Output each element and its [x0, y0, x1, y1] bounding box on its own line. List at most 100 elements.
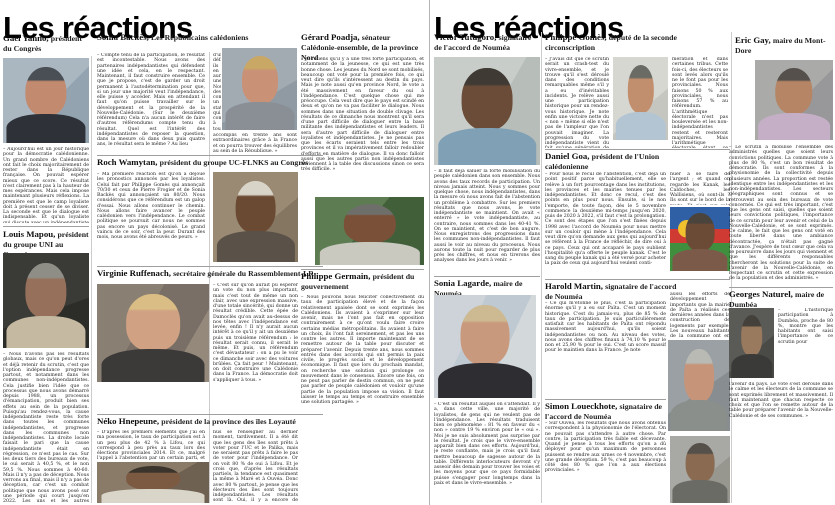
person-name: Harold Martin,: [545, 281, 603, 291]
section-rule: [97, 414, 323, 415]
person-name: Daniel Goa,: [545, 151, 590, 161]
person-role: maire de Dumbéa: [729, 290, 825, 309]
quote-virginie-ruffenach: – C'est sûr qu'on aurait pu espérer un v…: [213, 283, 298, 383]
section-rule: [434, 276, 540, 277]
column-rule: [731, 32, 732, 503]
section-rule: [97, 266, 323, 267]
section-heading-neko-hnepeune: Néko Hnepeune, président de la province …: [97, 416, 323, 427]
person-role: signataire de l'accord de Nouméa: [434, 33, 532, 52]
quote-sonia-backes-below: accomplis en trente ans sont extraordina…: [213, 133, 297, 152]
person-name: Georges Naturel,: [729, 289, 793, 299]
quote-sonia-backes-col1: – Compte tenu de la participation, le ré…: [97, 53, 205, 148]
quote-neko-hnepeune-col1: – D'après les premiers éléments que j'ai…: [97, 430, 205, 460]
person-name: Victor Tutugoro,: [434, 32, 497, 42]
person-role: président du Congrès: [3, 34, 82, 53]
person-name: Gérard Poadja,: [301, 32, 360, 42]
person-role: maire du Mont-Dore: [735, 36, 826, 55]
quote-daniel-goa-col1: – Pour nous le recul de l'abstention, c'…: [545, 172, 666, 267]
photo-sonia-backes: [222, 48, 297, 130]
column-rule: [541, 32, 542, 503]
section-heading-georges-naturel: Georges Naturel, maire de Dumbéa: [729, 289, 833, 310]
photo-harold-martin: [668, 340, 730, 431]
section-rule: [545, 279, 730, 280]
photo-gael-yanno: [3, 58, 89, 143]
person-role: signataire de l'accord de Nouméa: [545, 402, 663, 421]
person-role: maire de Nouméa: [434, 279, 523, 298]
person-name: Néko Hnepeune,: [97, 416, 160, 426]
section-heading-daniel-goa: Daniel Goa, président de l'Union calédon…: [545, 151, 685, 172]
person-role: Les Républicains calédoniens: [150, 33, 249, 42]
column-rule: [209, 52, 210, 503]
page-title-right: Les réactions: [434, 10, 624, 45]
photo-daniel-goa-flnks-flag: [670, 207, 730, 271]
section-heading-philippe-gomes: Philippe Gomès, député de la seconde cir…: [545, 32, 690, 53]
section-rule: [545, 399, 666, 400]
person-name: Eric Gay,: [735, 35, 771, 45]
section-heading-harold-martin: Harold Martin, signataire de l'accord de…: [545, 281, 685, 302]
photo-philippe-gomes: [613, 57, 668, 140]
quote-sonia-lagarde: – C'est un résultat auquel on s'attendai…: [434, 402, 540, 486]
section-heading-philippe-germain: Philippe Germain, président du gouvernem…: [301, 271, 424, 292]
quote-roch-wamytan: – Ma première réaction est qu'on a déjou…: [97, 172, 205, 240]
quote-eric-gay: – Le scrutin a mobilisé l'ensemble des a…: [729, 145, 833, 282]
column-rule: [91, 56, 92, 503]
quote-sonia-backes-sliver: d'une défaite, ils en auront une. Nous d…: [213, 53, 221, 130]
quote-gerard-poadja: – Je retiens qu'il y a une très forte pa…: [301, 57, 424, 173]
section-heading-virginie-ruffenach: Virginie Ruffenach, secrétaire générale …: [97, 268, 323, 279]
section-heading-roch-wamytan: Roch Wamytan, président du groupe UC-FLN…: [97, 157, 323, 168]
section-heading-simon-loueckhote: Simon Loueckhote, signataire de l'accord…: [545, 401, 666, 422]
photo-eric-gay: [755, 60, 833, 140]
photo-simon-loueckhote: [670, 436, 730, 503]
person-name: Simon Loueckhote,: [545, 401, 618, 411]
section-heading-sonia-lagarde: Sonia Lagarde, maire de Nouméa: [434, 278, 540, 299]
quote-daniel-goa-col2: nuer à se faire de l'argent ; et quand o…: [670, 172, 730, 205]
person-role: président de l'Union calédonienne: [545, 152, 660, 171]
section-rule: [545, 149, 730, 150]
section-rule: [97, 155, 323, 156]
quote-georges-naturel-col2: l'avenir du pays. Le vote s'est déroulé …: [729, 382, 833, 419]
photo-sonia-lagarde: [434, 295, 536, 398]
person-name: Gaël Yanno,: [3, 33, 49, 43]
person-name: Sonia Backès,: [97, 32, 149, 42]
photo-roch-wamytan: [213, 172, 298, 262]
person-name: Philippe Gomès,: [545, 32, 607, 42]
quote-harold-martin-col2: aussi les efforts de développement impor…: [670, 292, 730, 338]
quote-louis-mapou: – Nous n'avons pas les résultats globaux…: [3, 352, 89, 503]
quote-victor-tutugoro: – Il faut déjà saluer la forte mobilisat…: [434, 169, 540, 264]
person-role: sénateur Calédonie-ensemble, de la provi…: [301, 33, 419, 62]
quote-georges-naturel-col1: – L'historique participation à Dumbéa, p…: [778, 308, 833, 345]
photo-victor-tutugoro: [434, 57, 540, 165]
section-rule: [301, 269, 424, 270]
section-rule: [3, 226, 89, 227]
section-heading-eric-gay: Eric Gay, maire du Mont-Dore: [735, 35, 833, 56]
quote-harold-martin-col1: – Ce qui m'étonne le plus, c'est la part…: [545, 301, 666, 354]
photo-virginie-ruffenach: [97, 284, 209, 382]
person-role: président du gouvernement: [301, 272, 415, 291]
page-divider-rule: [429, 0, 430, 505]
photo-neko-hnepeune: [97, 462, 209, 503]
section-rule: [729, 287, 833, 288]
person-name: Sonia Lagarde,: [434, 278, 492, 288]
person-role: président de la province des îles Loyaut…: [161, 417, 296, 426]
person-role: président du groupe UC-FLNKS au Congrès: [159, 158, 309, 167]
section-heading-gael-yanno: Gaël Yanno, président du Congrès: [3, 33, 89, 54]
person-name: Philippe Germain,: [301, 271, 371, 281]
photo-georges-naturel: [729, 308, 774, 378]
photo-gerard-poadja: [315, 197, 424, 265]
section-heading-gerard-poadja: Gérard Poadja, sénateur Calédonie-ensemb…: [301, 32, 424, 62]
quote-gael-yanno: – Aujourd'hui est un jour historique pou…: [3, 147, 89, 223]
section-heading-victor-tutugoro: Victor Tutugoro, signataire de l'accord …: [434, 32, 540, 53]
person-name: Louis Mapou,: [3, 229, 56, 239]
person-name: Virginie Ruffenach,: [97, 268, 171, 278]
photo-louis-mapou: [3, 253, 89, 348]
quote-philippe-gomes-col2: mération et dans certaines tribus. Cette…: [672, 57, 728, 148]
quote-philippe-gomes-col1: – J'avais dit que ce scrutin serait un c…: [545, 57, 609, 148]
section-heading-sonia-backes: Sonia Backès, Les Républicains calédonie…: [97, 32, 323, 43]
person-role: secrétaire générale du Rassemblement-LR: [173, 269, 314, 278]
quote-neko-hnepeune-col2: nus se renseigner au dernier moment, tar…: [213, 430, 298, 503]
page-title-left: Les réactions: [3, 10, 193, 45]
person-name: Roch Wamytan,: [97, 157, 158, 167]
person-role: député de la seconde circonscription: [545, 33, 677, 52]
person-role: signataire de l'accord de Nouméa: [545, 282, 677, 301]
